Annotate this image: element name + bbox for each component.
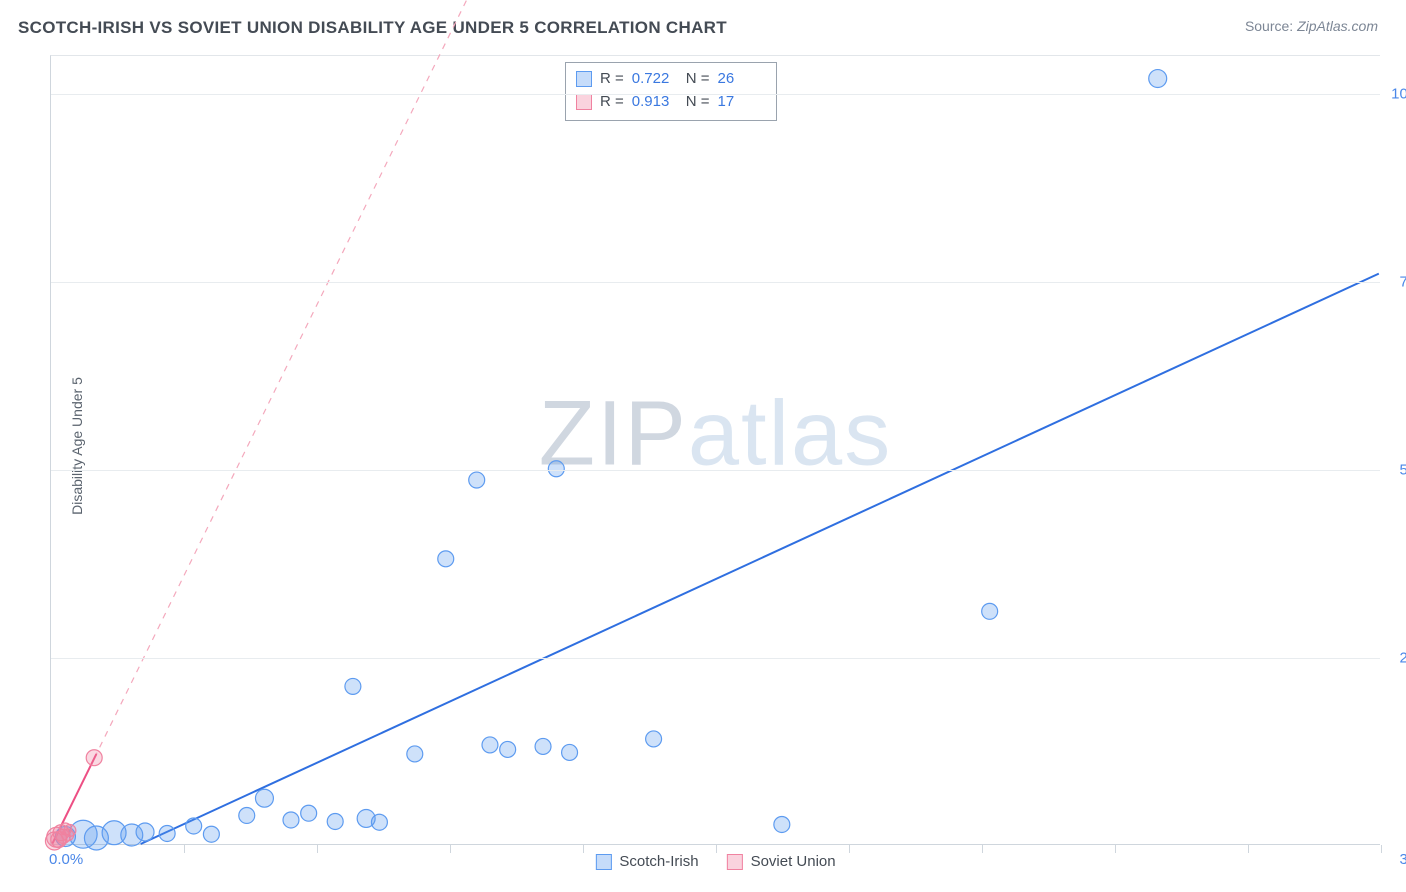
scatter-point <box>535 738 551 754</box>
legend-item: Soviet Union <box>727 853 836 870</box>
x-tick <box>849 845 850 853</box>
stat-r-value: 0.722 <box>632 67 678 90</box>
scatter-point <box>283 812 299 828</box>
x-origin-label: 0.0% <box>49 851 83 868</box>
stat-n-value: 26 <box>718 67 764 90</box>
scatter-point <box>438 551 454 567</box>
x-tick <box>1115 845 1116 853</box>
y-tick-label: 75.0% <box>1387 273 1406 290</box>
gridline <box>51 94 1380 95</box>
y-tick-label: 50.0% <box>1387 461 1406 478</box>
y-tick-label: 100.0% <box>1387 85 1406 102</box>
x-tick <box>450 845 451 853</box>
legend-item: Scotch-Irish <box>595 853 698 870</box>
scatter-point <box>548 461 564 477</box>
scatter-point <box>203 826 219 842</box>
stats-box: R = 0.722 N = 26 R = 0.913 N = 17 <box>565 62 777 121</box>
scatter-point <box>1149 70 1167 88</box>
scatter-point <box>469 472 485 488</box>
scatter-point <box>371 814 387 830</box>
scatter-point <box>301 805 317 821</box>
x-tick <box>1248 845 1249 853</box>
source-value: ZipAtlas.com <box>1297 18 1378 34</box>
trend-line <box>52 0 494 844</box>
source-label: Source: <box>1245 18 1293 34</box>
scatter-point <box>136 823 154 841</box>
chart-svg <box>51 56 1380 844</box>
swatch-blue-icon <box>595 854 611 870</box>
gridline <box>51 470 1380 471</box>
scatter-point <box>327 814 343 830</box>
plot-area: ZIPatlas R = 0.722 N = 26 R = 0.913 N = … <box>50 55 1380 845</box>
scatter-point <box>407 746 423 762</box>
trend-line <box>141 274 1379 844</box>
scatter-point <box>86 750 102 766</box>
x-tick <box>1381 845 1382 853</box>
x-tick <box>583 845 584 853</box>
scatter-point <box>774 817 790 833</box>
scatter-point <box>186 818 202 834</box>
y-tick-label: 25.0% <box>1387 649 1406 666</box>
legend-label: Soviet Union <box>751 853 836 870</box>
scatter-point <box>345 678 361 694</box>
scatter-point <box>562 744 578 760</box>
scatter-point <box>982 603 998 619</box>
stat-r-label: R = <box>600 67 624 90</box>
swatch-pink-icon <box>727 854 743 870</box>
scatter-point <box>239 808 255 824</box>
x-tick <box>317 845 318 853</box>
scatter-point <box>64 825 76 837</box>
stats-row: R = 0.722 N = 26 <box>576 67 764 90</box>
scatter-point <box>482 737 498 753</box>
source-attribution: Source: ZipAtlas.com <box>1245 18 1378 34</box>
legend-label: Scotch-Irish <box>619 853 698 870</box>
gridline <box>51 658 1380 659</box>
scatter-point <box>255 789 273 807</box>
stat-n-label: N = <box>686 67 710 90</box>
legend: Scotch-Irish Soviet Union <box>595 853 835 870</box>
swatch-pink-icon <box>576 94 592 110</box>
scatter-point <box>159 826 175 842</box>
chart-header: SCOTCH-IRISH VS SOVIET UNION DISABILITY … <box>0 0 1406 46</box>
chart-title: SCOTCH-IRISH VS SOVIET UNION DISABILITY … <box>18 18 727 38</box>
scatter-point <box>646 731 662 747</box>
swatch-blue-icon <box>576 71 592 87</box>
x-tick <box>982 845 983 853</box>
x-end-label: 30.0% <box>1387 851 1406 868</box>
x-tick <box>716 845 717 853</box>
gridline <box>51 282 1380 283</box>
x-tick <box>184 845 185 853</box>
scatter-point <box>500 741 516 757</box>
